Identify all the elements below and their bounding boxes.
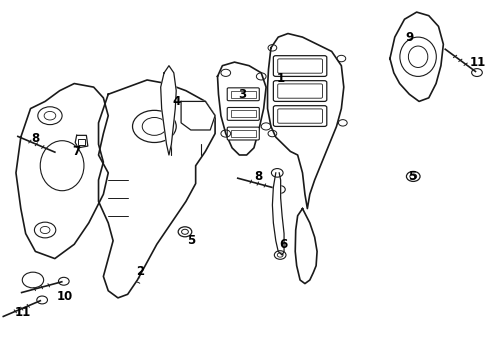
Polygon shape bbox=[16, 84, 108, 258]
Polygon shape bbox=[161, 66, 176, 155]
Text: 1: 1 bbox=[276, 72, 284, 85]
Text: 3: 3 bbox=[237, 88, 245, 101]
FancyBboxPatch shape bbox=[227, 127, 259, 140]
Polygon shape bbox=[217, 62, 265, 155]
FancyBboxPatch shape bbox=[227, 108, 259, 120]
Polygon shape bbox=[272, 173, 284, 255]
Text: 7: 7 bbox=[72, 145, 81, 158]
Text: 6: 6 bbox=[278, 238, 286, 251]
Text: 2: 2 bbox=[136, 265, 143, 278]
Polygon shape bbox=[389, 12, 443, 102]
Circle shape bbox=[406, 171, 419, 181]
Text: 9: 9 bbox=[405, 31, 413, 44]
FancyBboxPatch shape bbox=[273, 106, 326, 126]
Text: 5: 5 bbox=[407, 170, 415, 183]
Text: 11: 11 bbox=[468, 55, 485, 69]
FancyBboxPatch shape bbox=[227, 88, 259, 101]
Polygon shape bbox=[295, 208, 316, 284]
Circle shape bbox=[178, 227, 191, 237]
Text: 8: 8 bbox=[31, 132, 40, 145]
FancyBboxPatch shape bbox=[273, 81, 326, 102]
Polygon shape bbox=[181, 102, 215, 130]
Polygon shape bbox=[267, 33, 343, 208]
Text: 5: 5 bbox=[186, 234, 195, 247]
Polygon shape bbox=[75, 135, 88, 148]
Text: 8: 8 bbox=[254, 170, 263, 183]
Text: 10: 10 bbox=[56, 289, 73, 303]
FancyBboxPatch shape bbox=[273, 56, 326, 76]
Text: 11: 11 bbox=[15, 306, 31, 319]
Polygon shape bbox=[98, 80, 215, 298]
Text: 4: 4 bbox=[172, 95, 180, 108]
